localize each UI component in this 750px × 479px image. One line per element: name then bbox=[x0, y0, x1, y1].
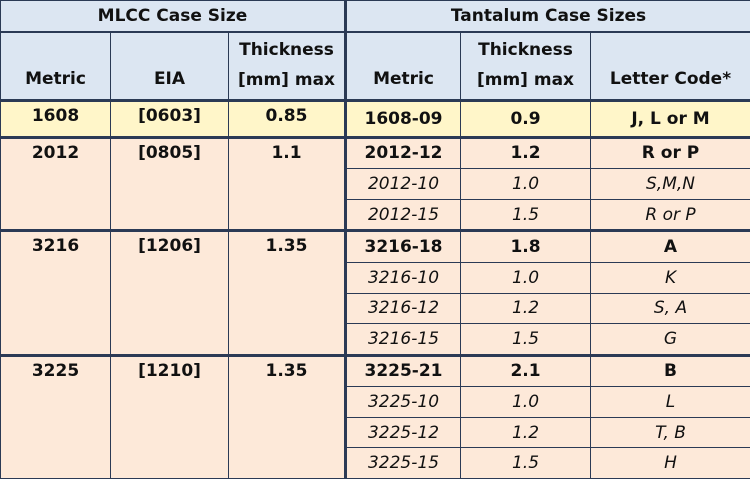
tantalum-cell: 3216-15 bbox=[344, 323, 461, 356]
column-header: Letter Code* bbox=[589, 31, 750, 101]
tantalum-cell: S,M,N bbox=[589, 168, 750, 200]
tantalum-cell: S, A bbox=[589, 292, 750, 325]
tantalum-cell: 3216-12 bbox=[344, 292, 461, 325]
header-line: Thickness bbox=[478, 40, 573, 60]
tantalum-cell: 1.2 bbox=[460, 292, 591, 325]
tantalum-cell: 1608-09 bbox=[344, 99, 461, 138]
header-line: Metric bbox=[25, 69, 86, 89]
mlcc-cell: 3216 bbox=[0, 229, 111, 356]
mlcc-cell: 1.35 bbox=[228, 353, 346, 479]
column-header: Thickness [mm] max bbox=[228, 31, 346, 101]
tantalum-cell: 3216-18 bbox=[344, 229, 461, 263]
tantalum-cell: 3216-10 bbox=[344, 261, 461, 294]
table-row: 3216-10 1.0 K bbox=[1, 261, 750, 294]
table-row: 3225-12 1.2 T, B bbox=[1, 416, 750, 449]
mlcc-cell: 0.85 bbox=[228, 99, 346, 138]
table-row: 3216 [1206] 1.35 3216-18 1.8 A bbox=[0, 229, 750, 356]
tantalum-cell: G bbox=[589, 323, 750, 356]
table-row: 3225 [1210] 1.35 3225-21 2.1 B bbox=[0, 353, 750, 479]
tantalum-cell: 3225-12 bbox=[344, 416, 461, 449]
tantalum-cell: 1.0 bbox=[460, 386, 591, 418]
header-line: Thickness bbox=[239, 40, 334, 60]
mlcc-cell: [0805] bbox=[110, 135, 229, 232]
table-row: 2012-10 1.0 S,M,N bbox=[1, 168, 750, 200]
tantalum-cell: 1.2 bbox=[460, 416, 591, 449]
group-header: Tantalum Case Sizes bbox=[343, 0, 750, 33]
tantalum-cell: 1.5 bbox=[460, 323, 591, 356]
tantalum-cell: 0.9 bbox=[460, 99, 591, 138]
mlcc-cell: 3225 bbox=[0, 353, 111, 479]
tantalum-cell: 3225-10 bbox=[344, 386, 461, 418]
tantalum-cell: B bbox=[589, 353, 750, 388]
column-header: EIA bbox=[110, 31, 229, 101]
mlcc-cell: 1.35 bbox=[228, 229, 346, 356]
mlcc-cell: [1210] bbox=[110, 353, 229, 479]
header-line: [mm] max bbox=[476, 70, 575, 90]
tantalum-cell: 1.8 bbox=[460, 229, 591, 263]
tantalum-cell: 2012-15 bbox=[344, 198, 461, 232]
tantalum-cell: L bbox=[589, 386, 750, 418]
tantalum-cell: 3225-21 bbox=[344, 353, 461, 388]
table-row: 2012 [0805] 1.1 2012-12 1.2 R or P bbox=[0, 135, 750, 232]
tantalum-cell: 1.0 bbox=[460, 168, 591, 200]
tantalum-cell: J, L or M bbox=[589, 99, 750, 138]
mlcc-cell: [1206] bbox=[110, 229, 229, 356]
tantalum-cell: 1.5 bbox=[460, 447, 591, 479]
tantalum-cell: R or P bbox=[589, 135, 750, 170]
tantalum-cell: A bbox=[589, 229, 750, 263]
tantalum-cell: 2012-10 bbox=[344, 168, 461, 200]
column-header: Metric bbox=[344, 31, 461, 101]
tantalum-cell: 1.5 bbox=[460, 198, 591, 232]
tantalum-cell: 2.1 bbox=[460, 353, 591, 388]
header-line: EIA bbox=[153, 69, 186, 89]
group-header: MLCC Case Size bbox=[0, 0, 346, 33]
tantalum-cell: 1.0 bbox=[460, 261, 591, 294]
tantalum-cell: H bbox=[589, 447, 750, 479]
table-row: 1608 [0603] 0.85 1608-09 0.9 J, L or M bbox=[0, 99, 750, 138]
header-line: [mm] max bbox=[237, 70, 336, 90]
header-line: Metric bbox=[373, 69, 434, 89]
mlcc-cell: 2012 bbox=[0, 135, 111, 232]
mlcc-cell: 1.1 bbox=[228, 135, 346, 232]
mlcc-cell: [0603] bbox=[110, 99, 229, 138]
tantalum-cell: 1.2 bbox=[460, 135, 591, 170]
table-row: 3225-15 1.5 H bbox=[1, 447, 750, 479]
column-header: Thickness [mm] max bbox=[460, 31, 591, 101]
tantalum-cell: 3225-15 bbox=[344, 447, 461, 479]
mlcc-cell: 1608 bbox=[0, 99, 111, 138]
tantalum-cell: K bbox=[589, 261, 750, 294]
header-line: Letter Code* bbox=[609, 69, 732, 89]
tantalum-cell: 2012-12 bbox=[344, 135, 461, 170]
tantalum-cell: T, B bbox=[589, 416, 750, 449]
table-row: 2012-15 1.5 R or P bbox=[1, 198, 750, 232]
table-row: 3225-10 1.0 L bbox=[1, 386, 750, 418]
column-header: Metric bbox=[0, 31, 111, 101]
tantalum-cell: R or P bbox=[589, 198, 750, 232]
